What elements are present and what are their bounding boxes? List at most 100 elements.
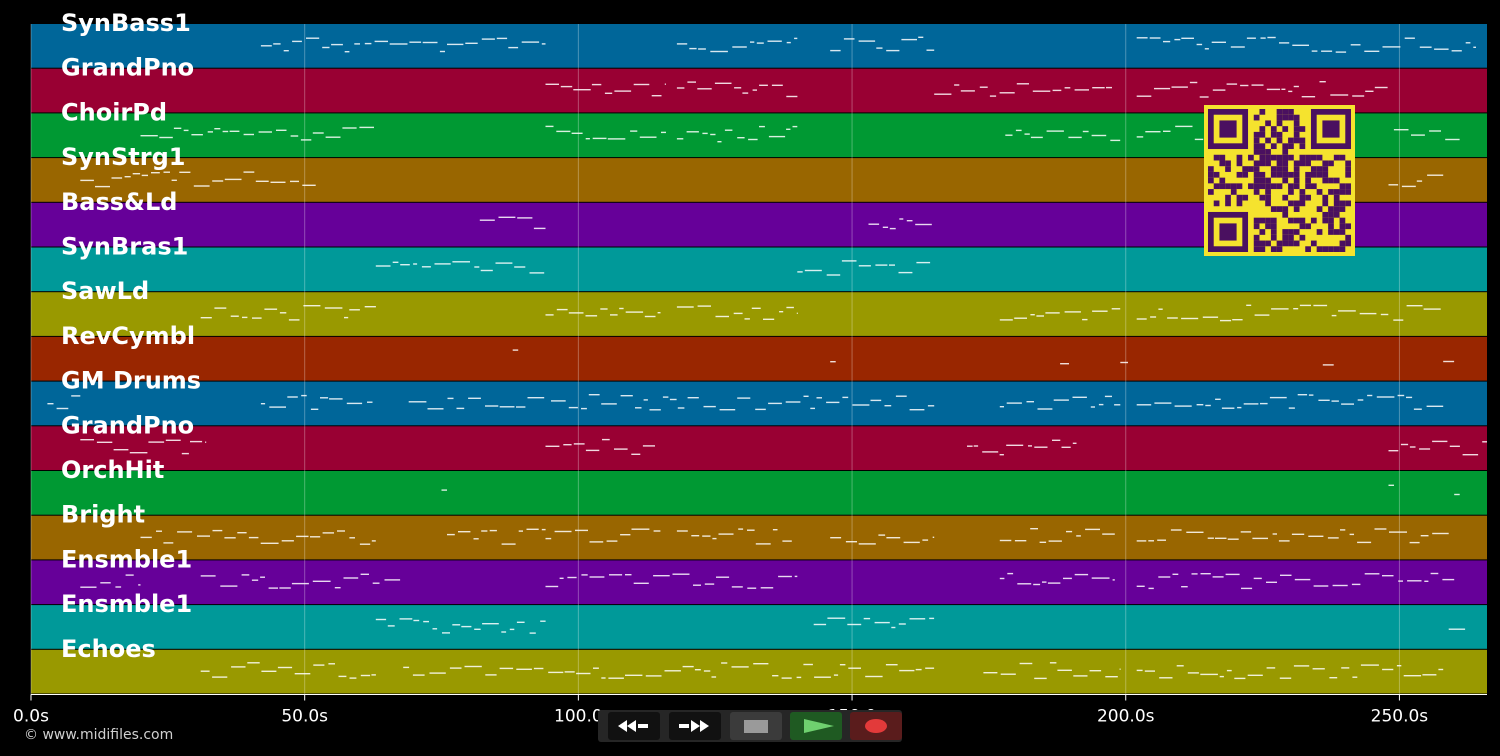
track-label: GrandPno bbox=[61, 411, 194, 439]
note bbox=[1246, 37, 1256, 39]
note bbox=[375, 265, 391, 267]
note bbox=[389, 43, 408, 45]
track-band bbox=[31, 426, 1487, 470]
note bbox=[1066, 530, 1073, 533]
note bbox=[592, 137, 607, 140]
note bbox=[1226, 83, 1238, 85]
note bbox=[1311, 50, 1318, 52]
note bbox=[710, 50, 728, 53]
note bbox=[387, 625, 395, 627]
note bbox=[1221, 407, 1235, 409]
note bbox=[1028, 445, 1032, 447]
note bbox=[1082, 130, 1089, 133]
note bbox=[1393, 129, 1409, 131]
note bbox=[882, 226, 889, 228]
note bbox=[1429, 130, 1441, 132]
note bbox=[207, 131, 213, 133]
note bbox=[689, 47, 697, 50]
tick-label: 250.0s bbox=[1371, 707, 1429, 727]
rewind-button[interactable] bbox=[608, 712, 660, 740]
note bbox=[1313, 585, 1329, 587]
note bbox=[1299, 304, 1311, 307]
note bbox=[738, 528, 744, 530]
play-button[interactable] bbox=[790, 712, 842, 740]
note bbox=[1090, 406, 1095, 408]
note bbox=[1432, 532, 1449, 535]
note bbox=[1076, 535, 1081, 537]
note bbox=[1120, 361, 1128, 364]
note bbox=[1301, 96, 1316, 98]
note bbox=[785, 401, 801, 403]
note bbox=[349, 309, 360, 311]
note bbox=[620, 395, 633, 397]
note bbox=[1382, 575, 1394, 577]
note bbox=[1225, 573, 1240, 576]
note bbox=[1019, 662, 1033, 665]
note bbox=[733, 312, 743, 315]
note bbox=[1341, 403, 1354, 405]
note bbox=[279, 312, 287, 314]
note bbox=[609, 574, 623, 576]
track-band bbox=[31, 24, 1487, 68]
note bbox=[1016, 83, 1029, 85]
note bbox=[447, 533, 455, 536]
note bbox=[1111, 308, 1121, 310]
note bbox=[803, 663, 813, 666]
note bbox=[501, 631, 507, 633]
note bbox=[677, 407, 685, 409]
note bbox=[540, 620, 546, 622]
note bbox=[858, 543, 876, 545]
note bbox=[1278, 540, 1290, 542]
note bbox=[909, 409, 925, 411]
note bbox=[96, 441, 113, 443]
note bbox=[1432, 440, 1448, 443]
note bbox=[711, 676, 717, 678]
note bbox=[1246, 304, 1252, 306]
track-label: SynStrg1 bbox=[61, 143, 186, 171]
note bbox=[95, 185, 110, 188]
note bbox=[237, 532, 247, 534]
stop-button[interactable] bbox=[730, 712, 782, 740]
note bbox=[1049, 662, 1057, 664]
note bbox=[125, 574, 134, 576]
note bbox=[661, 131, 666, 134]
note bbox=[441, 489, 447, 491]
note bbox=[177, 531, 193, 533]
note bbox=[413, 263, 418, 265]
note bbox=[895, 395, 907, 397]
note bbox=[277, 666, 293, 669]
note bbox=[771, 84, 783, 86]
record-button[interactable] bbox=[850, 712, 902, 740]
note bbox=[563, 444, 572, 446]
note bbox=[224, 178, 242, 181]
note bbox=[559, 577, 564, 579]
note bbox=[645, 675, 662, 677]
note bbox=[243, 171, 255, 173]
note bbox=[1136, 669, 1143, 672]
note bbox=[1171, 86, 1188, 88]
note-layer bbox=[47, 36, 1487, 680]
note bbox=[499, 406, 515, 408]
note bbox=[1144, 670, 1155, 672]
note bbox=[644, 315, 656, 318]
note bbox=[140, 135, 158, 137]
note bbox=[545, 445, 560, 447]
note bbox=[1241, 587, 1253, 590]
note bbox=[601, 677, 606, 679]
note bbox=[1322, 364, 1334, 366]
note bbox=[1382, 668, 1394, 671]
note bbox=[763, 318, 775, 320]
note bbox=[1308, 535, 1324, 537]
note bbox=[1400, 443, 1409, 446]
note bbox=[756, 42, 764, 44]
note bbox=[1404, 37, 1415, 39]
note bbox=[212, 180, 224, 182]
rewind-icon bbox=[618, 720, 648, 732]
fast-forward-button[interactable] bbox=[669, 712, 721, 740]
note bbox=[868, 223, 880, 225]
note bbox=[619, 307, 624, 310]
note bbox=[1442, 578, 1455, 581]
note bbox=[1047, 582, 1061, 584]
note bbox=[556, 308, 568, 311]
note bbox=[1266, 667, 1276, 669]
